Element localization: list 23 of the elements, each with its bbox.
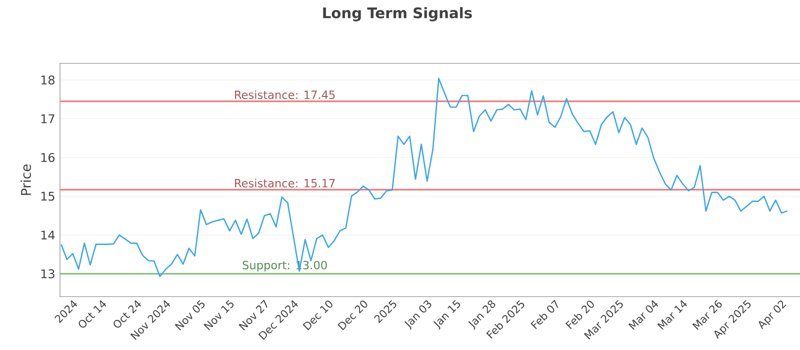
y-tick-label: 18 <box>41 75 54 85</box>
x-tick-label: Mar 04 <box>628 300 658 330</box>
x-tick-label: Nov 27 <box>238 300 268 330</box>
ref-line-label: Resistance: 17.45 <box>235 90 335 100</box>
x-tick-label: Oct 24 <box>114 300 142 328</box>
chart-title: Long Term Signals <box>323 7 472 22</box>
y-tick-label: 13 <box>41 269 54 278</box>
x-tick-label: Oct 14 <box>78 300 106 328</box>
x-tick-label: Nov 05 <box>174 300 205 330</box>
x-tick-label: Dec 20 <box>338 300 368 330</box>
ref-line-label: Resistance: 15.17 <box>235 178 335 188</box>
y-tick-label: 14 <box>41 230 55 240</box>
x-tick-label: Apr 02 <box>758 300 786 330</box>
x-tick-label: Feb 07 <box>530 300 558 330</box>
y-axis-title: Price <box>20 164 31 195</box>
x-tick-label: Jan 03 <box>404 300 432 330</box>
y-tick-label: 17 <box>41 114 54 124</box>
x-tick-label: Mar 14 <box>657 300 687 330</box>
x-tick-label: Jan 15 <box>433 300 460 330</box>
x-tick-label: Dec 10 <box>302 300 332 330</box>
y-tick-label: 15 <box>41 192 54 201</box>
x-tick-label: Nov 15 <box>204 300 234 330</box>
y-tick-label: 16 <box>41 153 55 162</box>
